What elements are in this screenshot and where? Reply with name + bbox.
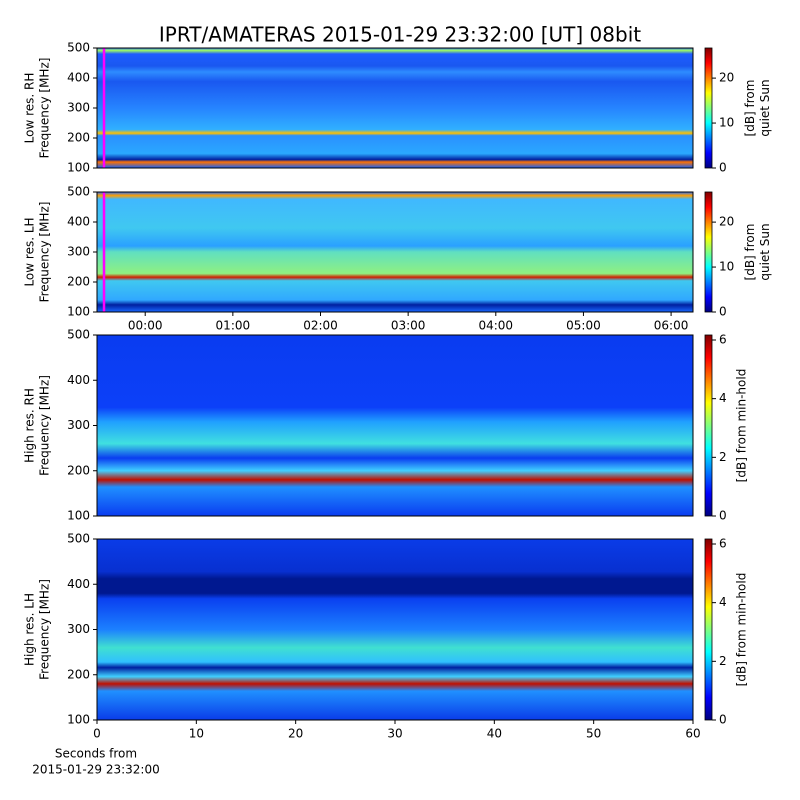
y-tick-label: 500 (67, 328, 90, 342)
y-tick-label: 300 (67, 245, 90, 259)
y-tick-label: 500 (67, 185, 90, 199)
colorbar-tick-label: 4 (719, 595, 727, 609)
y-tick-label: 400 (67, 577, 90, 591)
colorbar-label: quiet Sun (758, 223, 772, 280)
y-axis-label: Frequency [MHz] (38, 58, 52, 159)
y-tick-label: 200 (67, 275, 90, 289)
x-tick-label: 01:00 (216, 319, 251, 333)
colorbar-tick-label: 20 (719, 215, 734, 229)
colorbar-tick-label: 0 (719, 161, 727, 175)
y-axis-label: High res. LH (23, 593, 37, 666)
x-tick-label: 00:00 (128, 319, 163, 333)
colorbar (704, 334, 713, 517)
x-axis-label: 2015-01-29 23:32:00 (32, 763, 159, 777)
colorbar-label: [dB] from min-hold (735, 573, 749, 687)
y-tick-label: 400 (67, 71, 90, 85)
y-axis-label: Low res. LH (23, 217, 37, 286)
y-axis-label: Frequency [MHz] (38, 579, 52, 680)
y-tick-label: 400 (67, 373, 90, 387)
colorbar-tick-label: 10 (719, 116, 734, 130)
x-tick-label: 10 (189, 727, 204, 741)
y-axis-label: High res. RH (23, 388, 37, 463)
y-tick-label: 300 (67, 622, 90, 636)
y-tick-label: 300 (67, 101, 90, 115)
x-tick-label: 50 (586, 727, 601, 741)
spectrogram (97, 539, 693, 720)
y-tick-label: 200 (67, 667, 90, 681)
colorbar-tick-label: 2 (719, 450, 727, 464)
y-axis-label: Frequency [MHz] (38, 202, 52, 303)
y-tick-label: 500 (67, 41, 90, 55)
colorbar-label: [dB] from (743, 224, 757, 281)
y-tick-label: 300 (67, 418, 90, 432)
colorbar-tick-label: 4 (719, 391, 727, 405)
colorbar-tick-label: 0 (719, 305, 727, 319)
y-tick-label: 500 (67, 532, 90, 546)
x-tick-label: 30 (387, 727, 402, 741)
colorbar-tick-label: 20 (719, 71, 734, 85)
colorbar (704, 47, 713, 169)
y-tick-label: 100 (67, 161, 90, 175)
y-tick-label: 200 (67, 463, 90, 477)
colorbar-tick-label: 10 (719, 260, 734, 274)
colorbar (704, 191, 713, 313)
y-tick-label: 200 (67, 131, 90, 145)
x-tick-label: 05:00 (566, 319, 601, 333)
y-axis-label: Frequency [MHz] (38, 375, 52, 476)
colorbar-tick-label: 6 (719, 332, 727, 346)
x-tick-label: 60 (685, 727, 700, 741)
y-tick-label: 100 (67, 305, 90, 319)
colorbar-tick-label: 2 (719, 654, 727, 668)
x-tick-label: 04:00 (478, 319, 513, 333)
y-tick-label: 100 (67, 509, 90, 523)
x-tick-label: 06:00 (654, 319, 689, 333)
colorbar-label: [dB] from min-hold (735, 369, 749, 483)
x-tick-label: 03:00 (391, 319, 426, 333)
x-tick-label: 02:00 (303, 319, 338, 333)
spectrogram (97, 335, 693, 516)
colorbar-tick-label: 0 (719, 509, 727, 523)
chart-title: IPRT/AMATERAS 2015-01-29 23:32:00 [UT] 0… (159, 23, 641, 47)
x-tick-label: 20 (288, 727, 303, 741)
x-tick-label: 40 (487, 727, 502, 741)
colorbar (704, 538, 713, 721)
colorbar-label: [dB] from (743, 80, 757, 137)
x-tick-label: 0 (93, 727, 101, 741)
spectrogram (97, 192, 693, 312)
colorbar-label: quiet Sun (758, 79, 772, 136)
y-axis-label: Low res. RH (23, 73, 37, 144)
y-tick-label: 400 (67, 215, 90, 229)
colorbar-tick-label: 6 (719, 536, 727, 550)
y-tick-label: 100 (67, 713, 90, 727)
spectrogram (97, 48, 693, 168)
colorbar-tick-label: 0 (719, 713, 727, 727)
x-axis-label: Seconds from (55, 747, 137, 761)
